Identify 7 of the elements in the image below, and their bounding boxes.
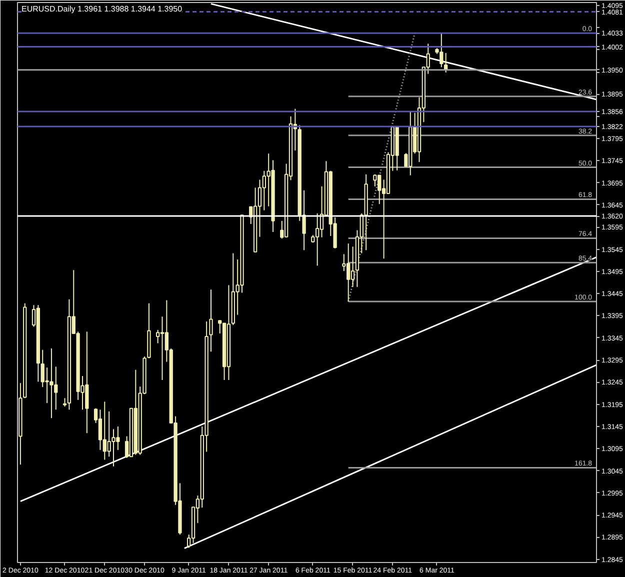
candlestick bbox=[160, 316, 164, 380]
candlestick bbox=[156, 329, 160, 344]
candlestick bbox=[373, 174, 377, 187]
candlestick bbox=[209, 289, 213, 352]
candlestick bbox=[98, 409, 102, 450]
candlestick bbox=[350, 246, 355, 288]
chart-title: EURUSD.Daily 1.3961 1.3988 1.3944 1.3950 bbox=[22, 4, 183, 14]
